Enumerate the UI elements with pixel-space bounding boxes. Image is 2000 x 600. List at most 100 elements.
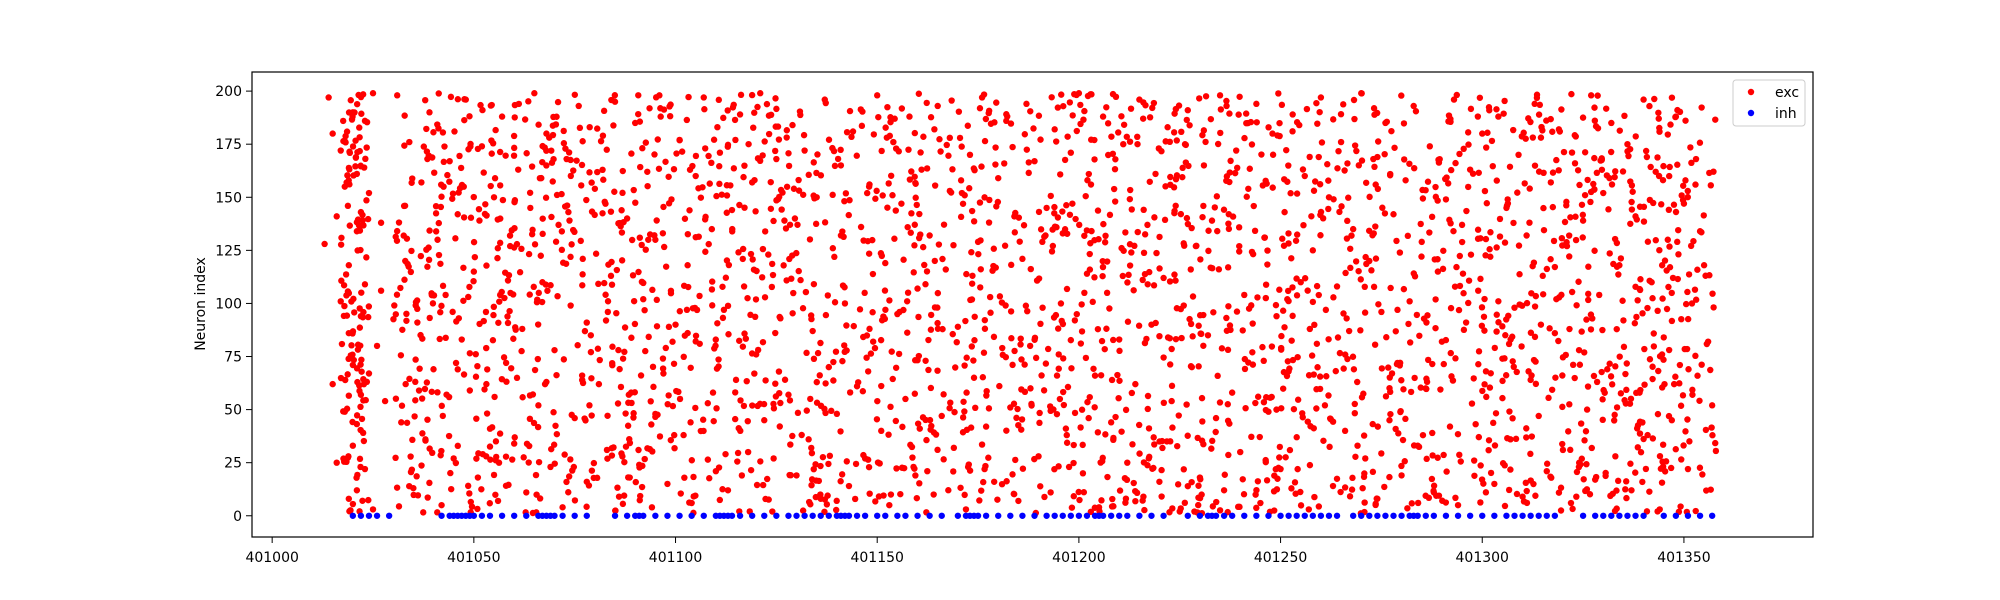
exc-spike (931, 304, 939, 311)
inh-spike (1253, 512, 1260, 519)
exc-spike (821, 496, 829, 503)
exc-spike (359, 211, 366, 219)
exc-spike (940, 456, 947, 463)
exc-spike (534, 321, 542, 328)
exc-spike (1152, 319, 1159, 327)
exc-spike (1533, 94, 1541, 102)
exc-spike (461, 96, 468, 103)
exc-spike (1487, 469, 1495, 477)
exc-spike (869, 270, 877, 278)
exc-spike (1656, 353, 1664, 360)
exc-spike (710, 417, 717, 425)
exc-spike (1189, 293, 1197, 300)
exc-spike (1568, 90, 1575, 98)
exc-spike (549, 122, 557, 129)
exc-spike (964, 122, 972, 129)
exc-spike (1613, 325, 1620, 333)
exc-spike (718, 191, 726, 198)
exc-spike (670, 360, 678, 367)
exc-spike (1659, 295, 1666, 302)
exc-spike (1071, 317, 1079, 324)
exc-spike (1590, 372, 1598, 380)
exc-spike (1279, 307, 1287, 314)
exc-spike (1104, 473, 1111, 481)
exc-spike (1598, 166, 1606, 173)
exc-spike (1275, 90, 1282, 97)
exc-spike (552, 238, 560, 245)
exc-spike (1537, 321, 1545, 328)
exc-spike (1551, 263, 1559, 271)
exc-spike (638, 241, 645, 249)
exc-spike (447, 485, 455, 493)
exc-spike (1209, 437, 1216, 445)
exc-spike (1574, 167, 1582, 174)
exc-spike (1200, 311, 1207, 319)
exc-spike (971, 337, 978, 344)
exc-spike (890, 138, 897, 146)
exc-spike (578, 372, 586, 379)
exc-spike (1637, 276, 1644, 283)
exc-spike (618, 229, 626, 236)
exc-spike (716, 149, 724, 156)
exc-spike (723, 209, 730, 216)
exc-spike (609, 343, 616, 350)
exc-spike (1111, 165, 1119, 173)
exc-spike (1073, 310, 1080, 318)
exc-spike (1500, 110, 1507, 117)
exc-spike (423, 125, 430, 133)
exc-spike (397, 352, 405, 359)
exc-spike (636, 497, 643, 504)
exc-spike (1592, 123, 1600, 130)
exc-spike (947, 399, 954, 406)
exc-spike (329, 380, 336, 388)
exc-spike (403, 310, 410, 318)
exc-spike (681, 215, 689, 222)
exc-spike (931, 126, 938, 133)
exc-spike (918, 166, 925, 173)
exc-spike (1168, 397, 1175, 405)
exc-spike (886, 501, 893, 509)
exc-spike (770, 217, 777, 225)
exc-spike (1637, 449, 1645, 456)
exc-spike (424, 494, 431, 501)
exc-spike (927, 384, 935, 392)
exc-spike (1663, 305, 1671, 313)
exc-spike (1091, 156, 1098, 163)
exc-spike (754, 103, 761, 111)
exc-spike (1285, 162, 1292, 169)
exc-spike (1406, 298, 1413, 305)
exc-spike (1510, 363, 1517, 371)
exc-spike (667, 436, 675, 444)
exc-spike (752, 208, 759, 215)
exc-spike (622, 410, 629, 417)
exc-spike (1470, 375, 1477, 382)
exc-spike (795, 176, 802, 184)
exc-spike (620, 492, 628, 499)
exc-spike (349, 351, 356, 358)
inh-spike (1309, 512, 1317, 519)
exc-spike (369, 506, 377, 513)
exc-spike (1357, 276, 1364, 283)
exc-spike (1166, 138, 1174, 146)
exc-spike (1647, 163, 1654, 171)
exc-spike (1226, 110, 1233, 117)
exc-spike (839, 357, 846, 365)
exc-spike (436, 335, 443, 343)
exc-spike (669, 338, 676, 345)
exc-spike (981, 194, 988, 201)
exc-spike (1073, 91, 1080, 99)
exc-spike (1666, 243, 1673, 250)
exc-spike (343, 458, 350, 466)
exc-spike (1019, 255, 1026, 263)
exc-spike (1254, 393, 1262, 400)
exc-spike (1031, 455, 1038, 463)
exc-spike (1443, 468, 1450, 475)
exc-spike (1479, 130, 1486, 137)
exc-spike (1484, 129, 1491, 136)
exc-spike (1493, 244, 1500, 251)
exc-spike (1400, 120, 1408, 127)
exc-spike (1120, 140, 1127, 148)
exc-spike (1021, 131, 1029, 138)
exc-spike (636, 118, 644, 125)
exc-spike (1217, 129, 1224, 137)
